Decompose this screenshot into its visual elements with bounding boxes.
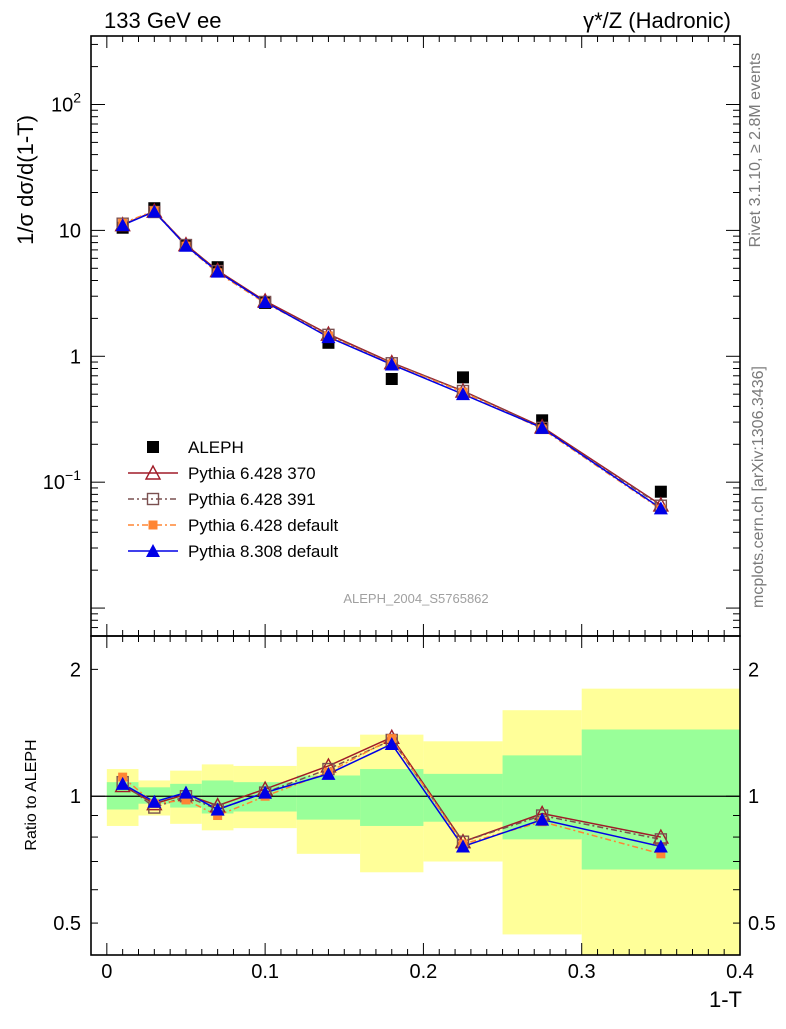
legend-item: Pythia 6.428 default bbox=[128, 516, 339, 535]
x-tick-label: 0 bbox=[101, 961, 112, 983]
y-tick-label-exp: 2 bbox=[73, 89, 81, 105]
y-tick-label: 102 bbox=[51, 89, 81, 116]
legend-label: Pythia 6.428 391 bbox=[188, 490, 316, 509]
x-axis-label: 1-T bbox=[709, 987, 742, 1012]
y-tick-label-exp: −1 bbox=[65, 467, 81, 483]
y-tick-label-base: 10 bbox=[43, 472, 65, 494]
x-tick-label: 0.1 bbox=[251, 961, 279, 983]
legend: ALEPH Pythia 6.428 370 Pythia 6.428 391 Pyt… bbox=[128, 438, 339, 561]
x-tick-label: 0.2 bbox=[410, 961, 438, 983]
legend-item: ALEPH bbox=[147, 438, 244, 457]
legend-label: Pythia 8.308 default bbox=[188, 542, 339, 561]
legend-item: Pythia 6.428 391 bbox=[128, 490, 316, 509]
legend-marker bbox=[147, 441, 159, 453]
ratio-y-tick-label: 1 bbox=[70, 786, 81, 808]
ratio-point bbox=[384, 737, 399, 751]
y-axis-label-main: 1/σ dσ/d(1-T) bbox=[13, 115, 38, 245]
y-axis-label-prefix: 1/σ dσ/d(1-T) bbox=[13, 115, 38, 245]
ratio-point bbox=[321, 766, 336, 780]
mc-point bbox=[535, 420, 550, 434]
title-right: γ*/Z (Hadronic) bbox=[583, 8, 731, 33]
ratio-panel-frame bbox=[90, 635, 741, 956]
ratio-series-line bbox=[122, 743, 662, 848]
uncertainty-band-inner bbox=[360, 769, 424, 826]
mcplots-label: mcplots.cern.ch [arXiv:1306.3436] bbox=[750, 366, 767, 608]
ratio-point bbox=[181, 795, 191, 805]
legend-marker bbox=[146, 544, 160, 557]
ratio-point bbox=[653, 839, 668, 853]
ratio-point bbox=[115, 776, 130, 790]
mc-point bbox=[178, 238, 193, 252]
data-point-aleph bbox=[456, 371, 469, 384]
mc-point bbox=[321, 330, 336, 344]
uncertainty-band-inner bbox=[296, 775, 361, 820]
legend-marker bbox=[148, 520, 158, 530]
legend-marker bbox=[146, 492, 160, 506]
x-tick-label: 0.4 bbox=[726, 961, 754, 983]
ratio-panel: 0.5 0.5 1 1 2 2 0 0.1 0.2 0.3 0.4 bbox=[53, 635, 776, 983]
ratio-y-tick-label: 2 bbox=[70, 659, 81, 681]
ratio-y-tick-label-right: 1 bbox=[748, 786, 759, 808]
ratio-point bbox=[535, 812, 550, 826]
legend-marker bbox=[144, 464, 162, 480]
ratio-point bbox=[258, 785, 273, 799]
uncertainty-band-inner bbox=[502, 755, 582, 840]
ratio-point bbox=[210, 802, 225, 816]
y-tick-label: 1 bbox=[70, 346, 81, 368]
legend-label: Pythia 6.428 370 bbox=[188, 464, 316, 483]
ratio-point bbox=[455, 839, 470, 853]
ratio-y-tick-label: 0.5 bbox=[53, 913, 81, 935]
mc-point bbox=[653, 501, 668, 515]
analysis-watermark: ALEPH_2004_S5765862 bbox=[343, 591, 488, 606]
mc-point bbox=[455, 387, 470, 401]
mc-point bbox=[258, 294, 273, 308]
y-tick-label: 10−1 bbox=[43, 467, 81, 494]
ratio-point bbox=[213, 811, 223, 821]
data-point-aleph bbox=[385, 373, 398, 386]
ratio-y-tick-label-right: 0.5 bbox=[748, 913, 776, 935]
mc-point bbox=[115, 218, 130, 232]
mc-point bbox=[384, 357, 399, 371]
rivet-label: Rivet 3.1.10, ≥ 2.8M events bbox=[747, 53, 764, 248]
ratio-point bbox=[178, 785, 193, 799]
legend-item: Pythia 8.308 default bbox=[128, 542, 339, 561]
data-point-aleph bbox=[654, 485, 667, 498]
y-tick-label-base: 10 bbox=[51, 94, 73, 116]
ratio-y-tick-label-right: 2 bbox=[748, 659, 759, 681]
ratio-point bbox=[656, 849, 666, 859]
legend-label: Pythia 6.428 default bbox=[188, 516, 339, 535]
mc-point bbox=[147, 204, 162, 218]
mc-point bbox=[210, 264, 225, 278]
y-tick-label: 10 bbox=[59, 220, 81, 242]
title-left: 133 GeV ee bbox=[104, 8, 221, 33]
series-line bbox=[122, 210, 662, 509]
y-axis-label-ratio: Ratio to ALEPH bbox=[23, 739, 40, 850]
legend-label: ALEPH bbox=[188, 438, 244, 457]
ratio-point bbox=[147, 794, 162, 808]
x-tick-label: 0.3 bbox=[568, 961, 596, 983]
ratio-series-line bbox=[122, 736, 661, 843]
uncertainty-band-inner bbox=[423, 773, 503, 822]
legend-item: Pythia 6.428 370 bbox=[128, 464, 316, 483]
